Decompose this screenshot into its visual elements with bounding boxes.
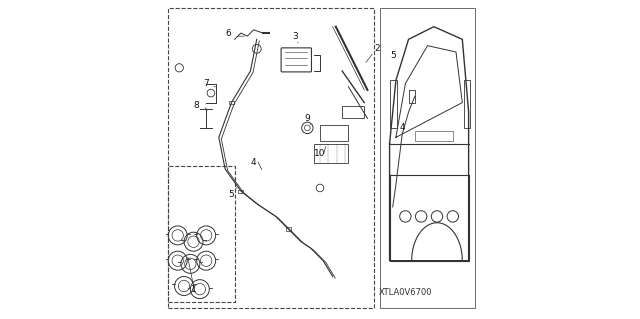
FancyBboxPatch shape xyxy=(281,48,312,72)
Text: 5: 5 xyxy=(228,190,234,199)
Text: 4: 4 xyxy=(251,158,257,167)
Text: 5: 5 xyxy=(390,51,396,60)
Bar xyxy=(229,101,234,104)
Text: XTLA0V6700: XTLA0V6700 xyxy=(379,288,432,297)
Bar xyxy=(320,125,348,141)
Text: 10: 10 xyxy=(314,149,326,158)
Bar xyxy=(464,80,470,128)
Text: 3: 3 xyxy=(292,32,298,41)
Bar xyxy=(415,131,453,141)
Bar xyxy=(239,189,243,193)
Text: 2: 2 xyxy=(374,44,380,53)
Text: 7: 7 xyxy=(204,79,209,88)
Text: 6: 6 xyxy=(225,28,231,38)
Text: 4: 4 xyxy=(399,123,405,132)
Text: 8: 8 xyxy=(194,101,200,110)
Text: 1: 1 xyxy=(191,285,196,294)
Bar xyxy=(342,106,364,118)
Bar xyxy=(286,227,291,231)
Bar xyxy=(390,80,397,128)
Bar xyxy=(314,144,348,163)
Text: 9: 9 xyxy=(305,114,310,123)
